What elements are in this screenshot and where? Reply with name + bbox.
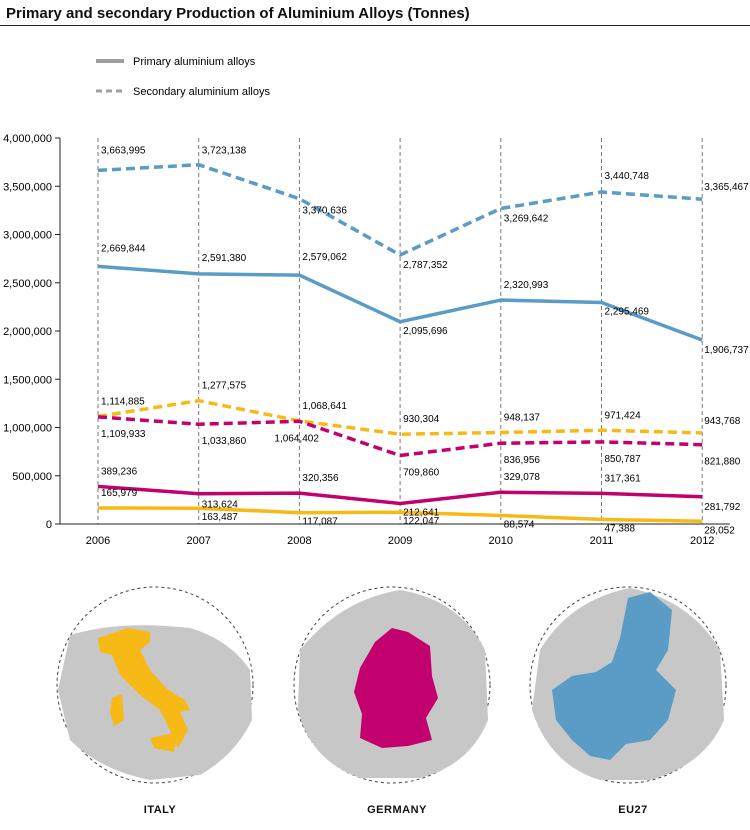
data-label: 163,487 xyxy=(202,512,239,523)
italy-shape xyxy=(98,628,190,748)
data-label: 1,033,860 xyxy=(202,436,247,447)
data-label: 313,624 xyxy=(202,500,239,511)
data-label: 317,361 xyxy=(605,473,642,484)
data-label: 47,388 xyxy=(605,523,636,534)
data-label: 1,114,885 xyxy=(101,396,145,407)
x-tick-label: 2010 xyxy=(489,535,513,547)
data-label: 971,424 xyxy=(605,410,642,421)
x-tick-label: 2008 xyxy=(287,535,311,547)
data-label: 821,880 xyxy=(704,457,741,468)
series-line-eu27-primary xyxy=(97,264,703,342)
x-tick-label: 2009 xyxy=(388,535,412,547)
italy-map xyxy=(56,586,254,784)
x-tick-label: 2007 xyxy=(186,535,210,547)
sardinia-shape xyxy=(110,694,124,726)
data-label: 117,087 xyxy=(302,517,338,528)
y-tick-label: 2,000,000 xyxy=(3,326,52,338)
data-label: 1,064,402 xyxy=(274,433,319,444)
data-label: 1,068,641 xyxy=(302,401,347,412)
y-tick-label: 1,500,000 xyxy=(3,374,52,386)
data-label: 850,787 xyxy=(605,454,642,465)
series-line-germany-secondary xyxy=(97,415,703,458)
data-label: 943,768 xyxy=(704,416,741,427)
data-label: 1,277,575 xyxy=(202,381,247,392)
chart-title: Primary and secondary Production of Alum… xyxy=(6,5,470,22)
data-label: 836,956 xyxy=(504,455,541,466)
data-label: 2,787,352 xyxy=(403,260,448,271)
map-label-italy: ITALY xyxy=(143,804,177,816)
data-label: 389,236 xyxy=(101,466,138,477)
series-line-italy-secondary xyxy=(97,398,703,436)
sicily-shape xyxy=(150,732,178,752)
y-tick-label: 4,000,000 xyxy=(3,133,52,145)
x-axis: 2006 2007 2008 2009 2010 2011 2012 xyxy=(60,523,730,547)
legend-primary-label: Primary aluminium alloys xyxy=(133,56,256,68)
data-label: 1,906,737 xyxy=(704,345,749,356)
data-label: 2,320,993 xyxy=(504,280,549,291)
y-tick-label: 0 xyxy=(46,519,52,531)
legend-secondary-label: Secondary aluminium alloys xyxy=(133,86,270,98)
series-line-italy-primary xyxy=(97,506,703,524)
data-label: 28,052 xyxy=(704,525,735,536)
series-line-germany-primary xyxy=(97,484,703,506)
region-maps: ITALY GERMANY EU27 xyxy=(0,580,750,830)
x-tick-label: 2006 xyxy=(86,535,110,547)
data-label: 3,365,467 xyxy=(704,182,749,193)
y-axis: 0 500,000 1,000,000 1,500,000 2,000,000 2,500… xyxy=(3,133,61,531)
data-label: 2,095,696 xyxy=(403,326,448,337)
eu27-map xyxy=(529,586,727,784)
title-divider xyxy=(0,25,750,26)
data-label: 3,370,636 xyxy=(302,206,347,217)
data-label: 709,860 xyxy=(403,467,440,478)
data-label: 281,792 xyxy=(704,502,741,513)
line-chart: Primary aluminium alloys Secondary alumi… xyxy=(3,56,749,547)
data-label: 2,669,844 xyxy=(101,243,146,254)
y-tick-label: 500,000 xyxy=(12,471,52,483)
map-label-eu27: EU27 xyxy=(618,804,648,816)
data-label: 948,137 xyxy=(504,413,541,424)
data-label: 2,579,062 xyxy=(302,252,347,263)
data-label: 3,663,995 xyxy=(101,145,146,156)
data-label: 930,304 xyxy=(403,414,440,425)
eu27-shape xyxy=(552,592,676,760)
data-label: 3,440,748 xyxy=(605,171,650,182)
data-label: 3,723,138 xyxy=(202,146,247,157)
data-label: 2,295,469 xyxy=(605,306,650,317)
legend: Primary aluminium alloys Secondary alumi… xyxy=(96,56,270,98)
x-tick-label: 2011 xyxy=(590,535,614,547)
data-label: 329,078 xyxy=(504,472,541,483)
y-tick-label: 3,000,000 xyxy=(3,230,52,242)
germany-shape xyxy=(354,628,438,748)
data-label: 212,641 xyxy=(403,507,440,518)
y-tick-label: 1,000,000 xyxy=(3,423,52,435)
data-label: 320,356 xyxy=(302,473,339,484)
y-tick-label: 3,500,000 xyxy=(3,181,52,193)
map-label-germany: GERMANY xyxy=(367,804,427,816)
series-lines xyxy=(97,162,703,524)
series-line-eu27-secondary xyxy=(97,162,703,257)
germany-map xyxy=(293,586,491,784)
data-label: 3,269,642 xyxy=(504,213,549,224)
x-tick-label: 2012 xyxy=(690,535,714,547)
data-label: 165,979 xyxy=(101,488,138,499)
data-label: 122,047 xyxy=(403,516,440,527)
y-tick-label: 2,500,000 xyxy=(3,278,52,290)
data-label: 1,109,933 xyxy=(101,429,146,440)
data-labels: 3,663,995 3,723,138 3,370,636 2,787,352 3,26… xyxy=(101,145,749,536)
x-gridlines xyxy=(97,138,703,524)
data-label: 2,591,380 xyxy=(202,253,247,264)
data-label: 88,574 xyxy=(504,519,535,530)
